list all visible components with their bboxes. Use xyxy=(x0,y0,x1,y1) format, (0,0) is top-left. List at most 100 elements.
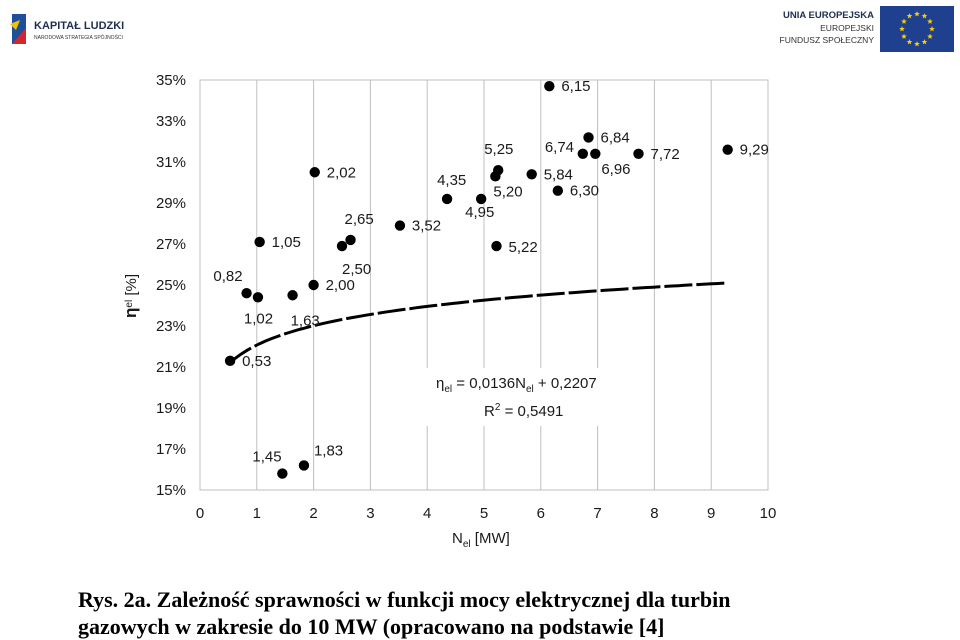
point-label: 2,00 xyxy=(326,277,355,294)
x-tick-label: 7 xyxy=(593,505,601,522)
data-point xyxy=(254,236,265,248)
xlabel-unit: [MW] xyxy=(471,530,510,547)
point-label: 5,25 xyxy=(484,141,513,158)
point-label: 6,15 xyxy=(561,78,590,95)
point-label: 4,95 xyxy=(465,204,494,221)
eu-star-icon xyxy=(921,38,928,45)
eu-star-icon xyxy=(901,33,907,39)
point-label: 4,35 xyxy=(437,172,466,189)
equation-text: ηel = 0,0136Nel + 0,2207 xyxy=(436,375,597,395)
point-label: 5,84 xyxy=(544,166,573,183)
data-point xyxy=(277,468,288,479)
point-label: 7,72 xyxy=(650,146,679,163)
data-points xyxy=(224,80,733,479)
y-tick-label: 29% xyxy=(156,195,186,212)
ylabel-main: η xyxy=(121,308,140,318)
eu-star-icon xyxy=(929,26,935,32)
kl-star-icon xyxy=(10,20,20,30)
y-tick-label: 23% xyxy=(156,318,186,335)
figure-caption: Rys. 2a. Zależność sprawności w funkcji … xyxy=(78,586,938,640)
data-point xyxy=(526,169,537,180)
eu-line3: FUNDUSZ SPOŁECZNY xyxy=(780,35,875,45)
data-point xyxy=(336,240,348,252)
y-tick-label: 27% xyxy=(156,236,186,253)
ylabel-sub: el xyxy=(124,300,135,308)
point-label: 6,96 xyxy=(601,161,630,178)
point-label: 1,45 xyxy=(252,449,281,466)
data-point xyxy=(224,355,236,367)
eu-line2: EUROPEJSKI xyxy=(820,23,874,33)
xlabel-main: N xyxy=(452,530,463,547)
ylabel-unit: [%] xyxy=(123,274,140,300)
data-point xyxy=(309,167,320,178)
point-label: 1,83 xyxy=(314,442,343,459)
eq-eta-sub: el xyxy=(444,384,452,395)
y-tick-label: 15% xyxy=(156,482,186,499)
x-tick-label: 2 xyxy=(309,505,317,522)
r2-sup: 2 xyxy=(495,402,501,413)
data-point xyxy=(577,148,589,159)
point-label: 5,20 xyxy=(493,183,522,200)
eu-star-icon xyxy=(927,18,933,24)
r2-tail: = 0,5491 xyxy=(500,403,563,420)
point-label: 0,53 xyxy=(242,353,271,370)
point-label: 0,82 xyxy=(213,268,242,285)
data-point xyxy=(544,80,555,92)
eu-logo: UNIA EUROPEJSKA EUROPEJSKI FUNDUSZ SPOŁE… xyxy=(780,6,954,52)
x-tick-label: 8 xyxy=(650,505,658,522)
point-label: 1,63 xyxy=(291,312,320,329)
r2-prefix: R xyxy=(484,403,495,420)
eu-star-icon xyxy=(914,41,920,47)
y-tick-label: 17% xyxy=(156,441,186,458)
x-tick-label: 0 xyxy=(196,505,204,522)
x-tick-label: 5 xyxy=(480,505,488,522)
x-tick-label: 3 xyxy=(366,505,374,522)
point-label: 2,65 xyxy=(345,211,374,228)
x-tick-label: 9 xyxy=(707,505,715,522)
kl-line1: KAPITAŁ LUDZKI xyxy=(34,20,124,32)
point-label: 6,84 xyxy=(601,129,630,146)
data-point xyxy=(475,193,487,205)
data-point xyxy=(394,220,406,231)
eu-star-icon xyxy=(906,38,913,45)
trendline xyxy=(227,281,729,366)
efficiency-scatter-chart: 15% 17% 19% 21% 23% 25% 27% 29% 31% 33% 35% 0 1 2 3 4 5… xyxy=(121,72,777,550)
eu-stars-icon xyxy=(899,11,935,47)
data-point xyxy=(491,240,502,252)
x-tick-label: 10 xyxy=(760,505,777,522)
caption-line1: Rys. 2a. Zależność sprawności w funkcji … xyxy=(78,587,731,612)
data-point xyxy=(441,193,453,205)
r2-text: R2 = 0,5491 xyxy=(484,402,563,420)
eu-line1: UNIA EUROPEJSKA xyxy=(783,10,874,21)
kl-red-shape xyxy=(12,28,26,44)
y-tick-label: 31% xyxy=(156,154,186,171)
equation-box xyxy=(425,368,630,426)
point-labels: 0,53 0,82 1,02 1,05 1,45 1,63 1,83 2,00 2,02 2,50… xyxy=(213,78,769,465)
x-tick-label: 1 xyxy=(253,505,261,522)
x-tick-label: 6 xyxy=(537,505,545,522)
eu-star-icon xyxy=(899,26,905,32)
data-point xyxy=(298,460,310,471)
eq-tail: + 0,2207 xyxy=(534,375,597,392)
point-label: 1,05 xyxy=(272,234,301,251)
x-axis-label: Nel [MW] xyxy=(452,530,510,550)
data-point xyxy=(252,292,264,303)
data-point xyxy=(633,148,644,159)
kapital-ludzki-logo: KAPITAŁ LUDZKI NARODOWA STRATEGIA SPÓJNO… xyxy=(10,14,124,44)
eq-eta: η xyxy=(436,375,444,392)
eq-main: = 0,0136N xyxy=(452,375,526,392)
point-label: 9,29 xyxy=(740,142,769,159)
eu-star-icon xyxy=(901,18,907,24)
point-label: 2,50 xyxy=(342,261,371,278)
x-tick-labels: 0 1 2 3 4 5 6 7 8 9 10 xyxy=(196,505,777,522)
caption-line2: gazowych w zakresie do 10 MW (opracowano… xyxy=(78,614,665,639)
eu-star-icon xyxy=(914,11,920,17)
xlabel-sub: el xyxy=(463,539,471,550)
point-label: 1,02 xyxy=(244,310,273,327)
eq-n-sub: el xyxy=(526,384,534,395)
y-tick-label: 35% xyxy=(156,72,186,89)
data-point xyxy=(345,234,356,246)
y-tick-labels: 15% 17% 19% 21% 23% 25% 27% 29% 31% 33% 35% xyxy=(156,72,186,499)
eu-star-icon xyxy=(921,13,928,19)
y-tick-label: 33% xyxy=(156,113,186,130)
